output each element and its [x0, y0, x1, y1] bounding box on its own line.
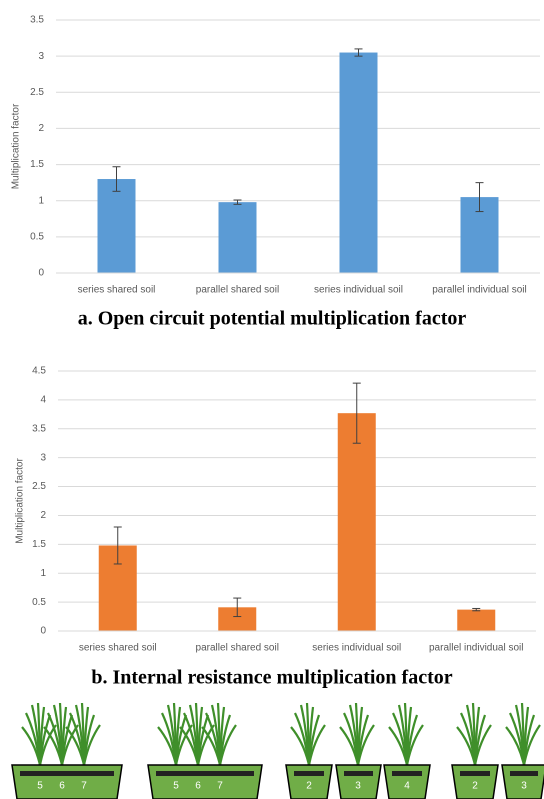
bar [337, 413, 376, 631]
y-tick-label: 0.5 [30, 231, 44, 242]
pot [11, 764, 123, 799]
electrode [294, 771, 324, 776]
y-tick-label: 1.5 [30, 159, 44, 170]
electrode [156, 771, 254, 776]
x-tick-label: series shared soil [78, 285, 156, 296]
pot-label: 6 [59, 781, 65, 792]
chart-caption: a. Open circuit potential multiplication… [78, 308, 467, 330]
bar [457, 609, 496, 631]
plant-leaf [179, 726, 200, 766]
pot-label: 7 [81, 781, 87, 792]
plant-leaf [43, 726, 64, 766]
plant-leaf [522, 724, 541, 766]
y-tick-label: 0 [40, 626, 46, 637]
plant-leaf [339, 726, 360, 766]
pot-label: 4 [404, 781, 410, 792]
pot-label: 7 [217, 781, 223, 792]
y-tick-label: 2.5 [30, 87, 44, 98]
x-tick-label: series individual soil [314, 285, 403, 296]
bar [97, 179, 136, 273]
plant-leaf [218, 724, 237, 766]
y-tick-label: 2 [40, 510, 46, 521]
plant-leaf [201, 726, 222, 766]
plant-leaf [307, 724, 326, 766]
y-tick-label: 2 [38, 123, 44, 134]
pot-label: 3 [521, 781, 527, 792]
y-axis-label: Multiplication factor [15, 458, 26, 544]
x-tick-label: series individual soil [312, 643, 401, 654]
plant-leaf [290, 726, 311, 766]
plant-leaf [21, 726, 42, 766]
y-axis-label: Multiplication factor [11, 103, 22, 189]
x-tick-label: series shared soil [79, 643, 157, 654]
y-tick-label: 4.5 [32, 366, 46, 377]
plant-leaf [473, 724, 492, 766]
plant-leaf [157, 726, 178, 766]
y-tick-label: 0 [38, 268, 44, 279]
pot-label: 2 [306, 781, 312, 792]
plant-leaf [388, 726, 409, 766]
pot-label: 5 [37, 781, 43, 792]
pot-label: 3 [355, 781, 361, 792]
plant-leaf [356, 724, 375, 766]
bar [339, 52, 378, 274]
x-tick-label: parallel shared soil [196, 285, 279, 296]
electrode [460, 771, 490, 776]
y-tick-label: 1.5 [32, 539, 46, 550]
x-tick-label: parallel shared soil [196, 643, 279, 654]
pot-label: 5 [173, 781, 179, 792]
chart-caption: b. Internal resistance multiplication fa… [91, 667, 452, 689]
electrode [344, 771, 373, 776]
y-tick-label: 3 [40, 452, 46, 463]
pot-label: 6 [195, 781, 201, 792]
plant-leaf [82, 724, 101, 766]
y-tick-label: 3.5 [30, 15, 44, 26]
y-tick-label: 1 [38, 195, 44, 206]
electrode [510, 771, 538, 776]
electrode [20, 771, 114, 776]
plant-leaf [65, 726, 86, 766]
x-tick-label: parallel individual soil [429, 643, 524, 654]
electrode [392, 771, 422, 776]
plant-leaf [505, 726, 526, 766]
x-tick-label: parallel individual soil [432, 285, 527, 296]
y-tick-label: 3.5 [32, 423, 46, 434]
y-tick-label: 1 [40, 568, 46, 579]
pot [147, 764, 263, 799]
y-tick-label: 2.5 [32, 481, 46, 492]
plant-leaf [405, 724, 424, 766]
plant-leaf [456, 726, 477, 766]
bar [218, 202, 257, 273]
y-tick-label: 4 [40, 395, 46, 406]
y-tick-label: 3 [38, 51, 44, 62]
bar [218, 607, 257, 631]
y-tick-label: 0.5 [32, 597, 46, 608]
pot-label: 2 [472, 781, 478, 792]
